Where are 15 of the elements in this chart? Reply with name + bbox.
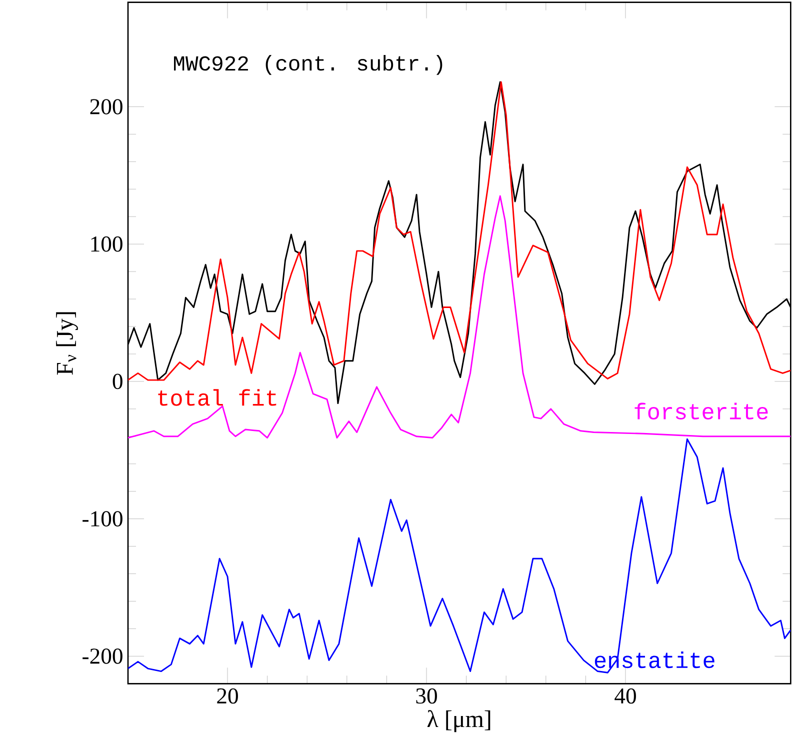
x-tick-label: 30 bbox=[416, 688, 437, 704]
series-label: forsterite bbox=[634, 402, 768, 420]
y-tick-label: -100 bbox=[82, 511, 122, 526]
y-tick-label: 200 bbox=[90, 99, 122, 114]
annotation: MWC922 (cont. subtr.) bbox=[174, 55, 442, 75]
y-tick-label: 0 bbox=[112, 374, 122, 390]
y-tick-label: 100 bbox=[91, 236, 122, 252]
y-axis-title: F$_{ν}$ [Jy] bbox=[56, 312, 78, 375]
x-tick-label: 20 bbox=[217, 688, 238, 704]
line-series bbox=[128, 438, 791, 674]
line-series bbox=[128, 195, 791, 439]
series-label: total fit bbox=[158, 389, 276, 406]
x-tick-label: 40 bbox=[614, 688, 636, 704]
y-tick-label: -200 bbox=[82, 648, 122, 664]
x-axis-title: λ [μm] bbox=[427, 710, 490, 732]
